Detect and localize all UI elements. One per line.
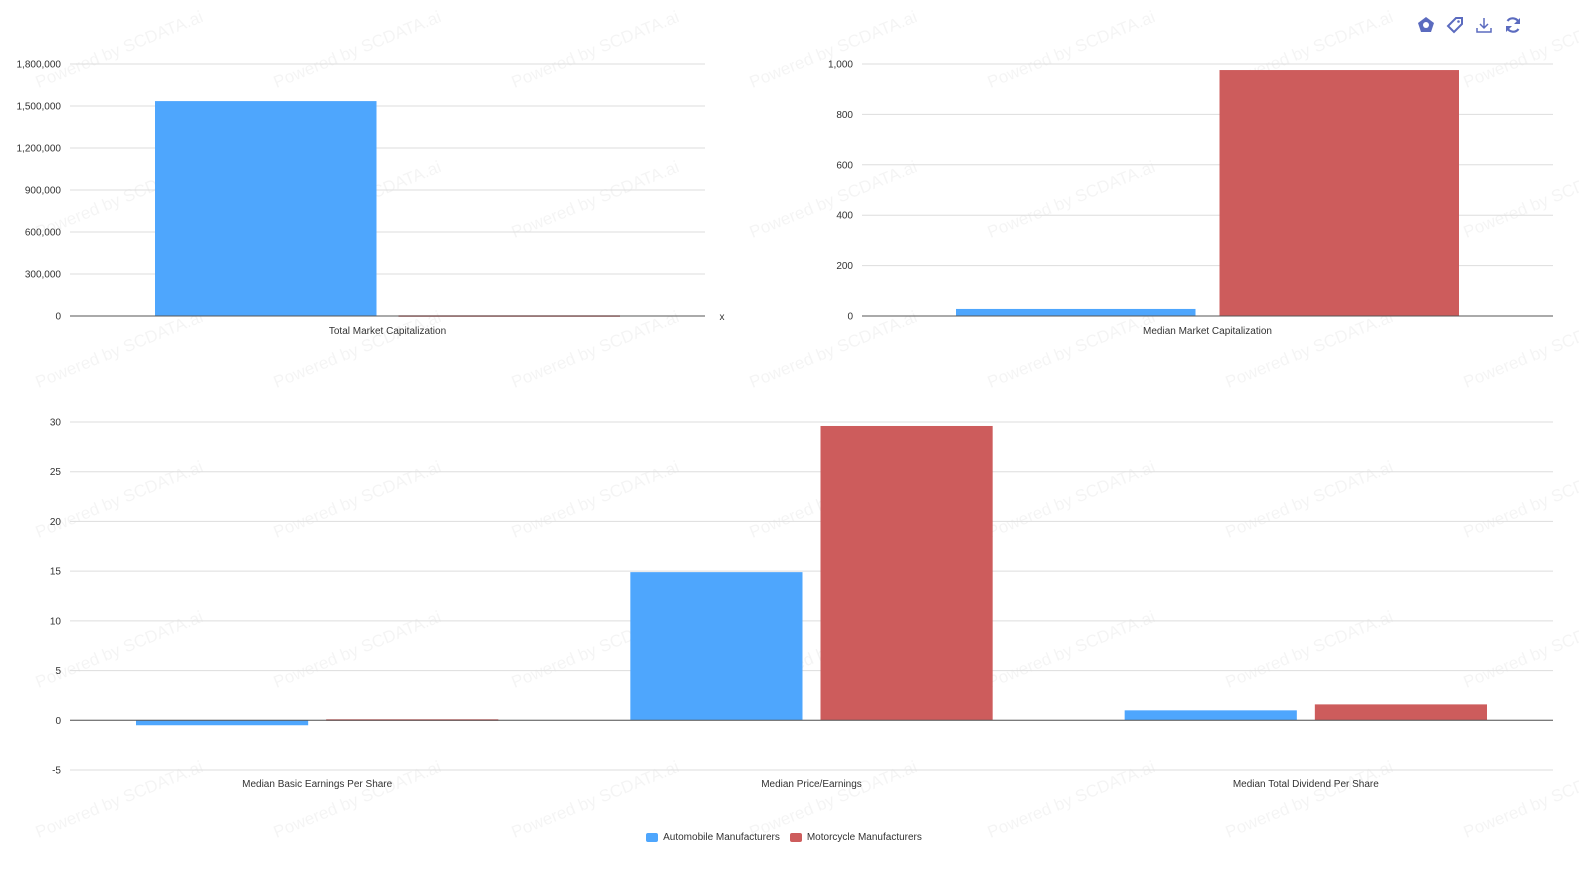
y-tick-label: 600,000 bbox=[25, 228, 62, 239]
download-icon[interactable] bbox=[1474, 14, 1494, 36]
y-tick-label: 800 bbox=[836, 110, 853, 121]
y-tick-label: 30 bbox=[50, 418, 62, 429]
y-tick-label: 0 bbox=[847, 312, 853, 323]
legend-item-motorcycle[interactable]: Motorcycle Manufacturers bbox=[789, 832, 922, 843]
bar-automobile-manufacturers[interactable] bbox=[136, 720, 309, 726]
legend: Automobile Manufacturers Motorcycle Manu… bbox=[0, 832, 1568, 843]
y-tick-label: 0 bbox=[55, 716, 61, 727]
bar-motorcycle-manufacturers[interactable] bbox=[1219, 70, 1460, 316]
y-tick-label: 15 bbox=[50, 567, 62, 578]
y-tick-label: 300,000 bbox=[25, 270, 62, 281]
x-category-label: Median Total Dividend Per Share bbox=[1233, 779, 1379, 790]
tag-icon[interactable] bbox=[1445, 14, 1465, 36]
bar-automobile-manufacturers[interactable] bbox=[1124, 710, 1297, 721]
x-category-label: Median Price/Earnings bbox=[761, 779, 862, 790]
bar-motorcycle-manufacturers[interactable] bbox=[820, 425, 993, 721]
x-axis-label: x bbox=[720, 312, 725, 323]
bar-automobile-manufacturers[interactable] bbox=[630, 572, 803, 721]
y-tick-label: 1,800,000 bbox=[17, 60, 62, 71]
y-tick-label: 1,500,000 bbox=[17, 102, 62, 113]
legend-label: Automobile Manufacturers bbox=[663, 832, 780, 843]
y-tick-label: 200 bbox=[836, 261, 853, 272]
y-tick-label: 20 bbox=[50, 517, 62, 528]
y-tick-label: 5 bbox=[55, 666, 61, 677]
y-tick-label: 600 bbox=[836, 160, 853, 171]
toolbar bbox=[1416, 14, 1523, 36]
bar-automobile-manufacturers[interactable] bbox=[956, 308, 1196, 316]
legend-item-automobile[interactable]: Automobile Manufacturers bbox=[646, 832, 780, 843]
refresh-icon[interactable] bbox=[1503, 14, 1523, 36]
x-category-label: Median Market Capitalization bbox=[1143, 326, 1272, 337]
y-tick-label: 10 bbox=[50, 616, 62, 627]
y-tick-label: 900,000 bbox=[25, 186, 62, 197]
x-category-label: Total Market Capitalization bbox=[329, 326, 446, 337]
bar-motorcycle-manufacturers[interactable] bbox=[1314, 704, 1487, 721]
chart-type-icon[interactable] bbox=[1416, 14, 1436, 36]
y-tick-label: 0 bbox=[55, 312, 61, 323]
y-tick-label: 400 bbox=[836, 211, 853, 222]
legend-swatch bbox=[646, 833, 659, 842]
y-tick-label: 1,000 bbox=[828, 60, 853, 71]
y-tick-label: 1,200,000 bbox=[17, 144, 62, 155]
legend-label: Motorcycle Manufacturers bbox=[806, 832, 922, 843]
bar-automobile-manufacturers[interactable] bbox=[155, 101, 377, 316]
y-tick-label: 25 bbox=[50, 467, 62, 478]
y-tick-label: -5 bbox=[52, 766, 61, 777]
x-category-label: Median Basic Earnings Per Share bbox=[242, 779, 393, 790]
legend-swatch bbox=[789, 833, 802, 842]
